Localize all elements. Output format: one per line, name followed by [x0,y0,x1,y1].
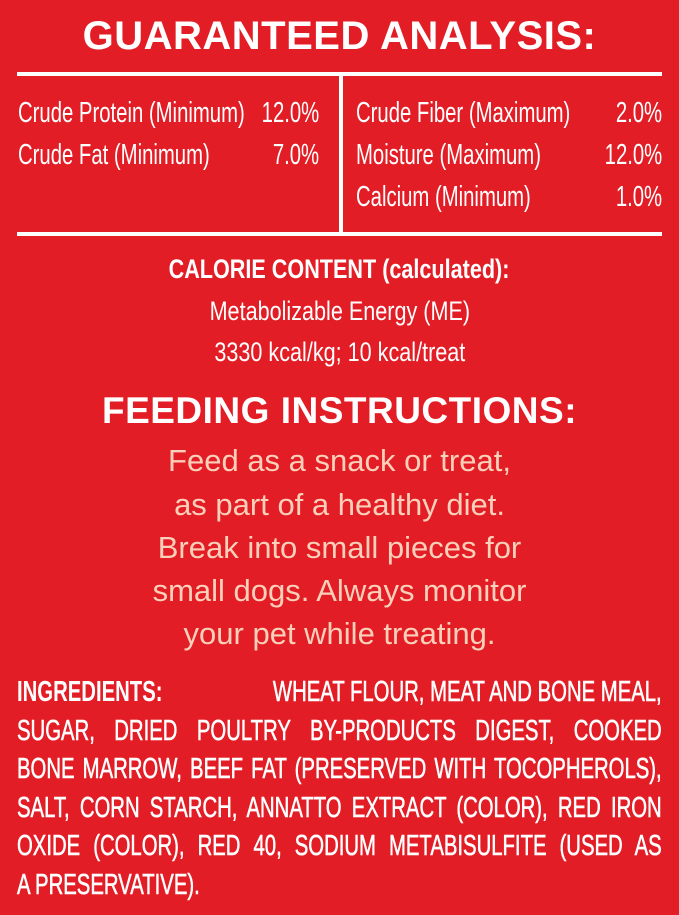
analysis-label: Crude Fat (Minimum) [18,139,210,171]
analysis-value-calcium: 1.0% [615,181,662,213]
analysis-value-moisture: 12.0% [604,139,662,171]
calorie-content-title: CALORIE CONTENT (calculated): [169,254,510,284]
ingredients-list: INGREDIENTS: WHEAT FLOUR, MEAT AND BONE … [17,673,662,904]
feeding-line: as part of a healthy diet. [174,487,505,522]
analysis-row-moisture: Moisture (Maximum) [356,139,620,179]
feeding-instructions-title: FEEDING INSTRUCTIONS: [101,390,578,431]
calorie-energy-value: 3330 kcal/kg; 10 kcal/treat [214,337,465,367]
analysis-row-crude-fat: Crude Fat (Minimum) [18,139,292,179]
analysis-value-crude-fiber: 2.0% [615,97,662,129]
feeding-line: Feed as a snack or treat, [168,443,511,478]
analysis-label: Calcium (Minimum) [356,181,531,213]
ingredients-line: A PRESERVATIVE). [17,868,200,901]
feeding-line: Break into small pieces for [157,530,522,565]
ingredients-line: SALT, CORN STARCH, ANNATTO EXTRACT (COLO… [17,791,662,824]
ingredients-line: INGREDIENTS: WHEAT FLOUR, MEAT AND BONE … [17,673,662,712]
calorie-energy-label: Metabolizable Energy (ME) [209,296,470,326]
analysis-value-crude-protein: 12.0% [261,97,319,129]
table-column-divider [339,74,343,236]
table-bottom-divider [17,232,662,236]
analysis-value-crude-fat: 7.0% [272,139,319,171]
analysis-row-calcium: Calcium (Minimum) [356,181,606,221]
analysis-row-crude-protein: Crude Protein (Minimum) [18,97,342,137]
ingredients-line: BONE MARROW, BEEF FAT (PRESERVED WITH TO… [17,753,662,786]
ingredients-line: SUGAR, DRIED POULTRY BY-PRODUCTS DIGEST,… [17,714,662,747]
analysis-label: Crude Fiber (Maximum) [356,97,571,129]
feeding-line: small dogs. Always monitor [152,573,527,608]
guaranteed-analysis-title: GUARANTEED ANALYSIS: [82,14,597,58]
ingredients-label: INGREDIENTS: [17,676,163,708]
analysis-row-crude-fiber: Crude Fiber (Maximum) [356,97,662,137]
analysis-label: Crude Protein (Minimum) [18,97,245,129]
ingredients-line: OXIDE (COLOR), RED 40, SODIUM METABISULF… [17,830,662,863]
analysis-label: Moisture (Maximum) [356,139,541,171]
feeding-line: your pet while treating. [183,616,496,651]
